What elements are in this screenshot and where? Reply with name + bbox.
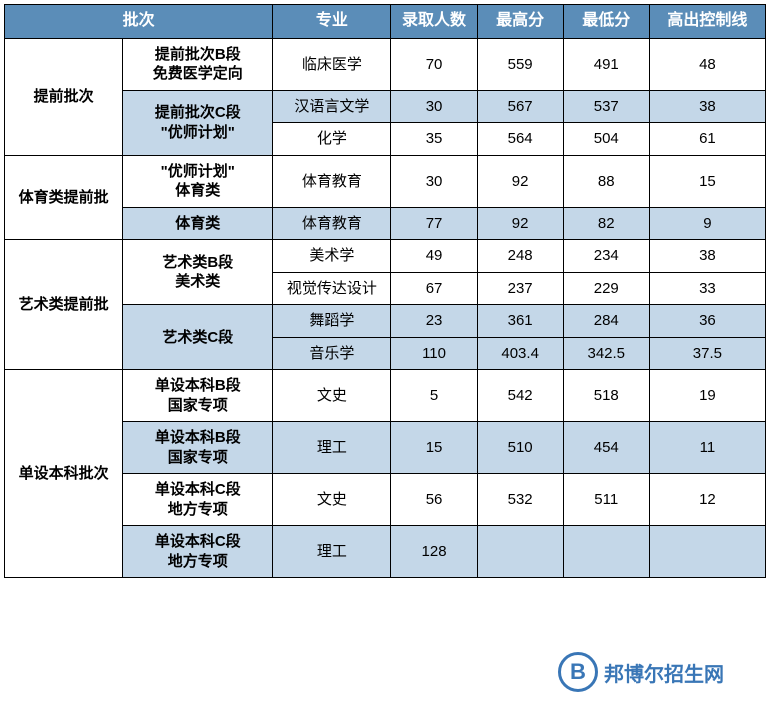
cell-max: 542	[477, 370, 563, 422]
cell-over: 61	[649, 123, 765, 156]
sub-batch-cell: 单设本科B段 国家专项	[123, 422, 273, 474]
table-row: 提前批次提前批次B段 免费医学定向临床医学7055949148	[5, 38, 766, 90]
cell-max: 237	[477, 272, 563, 305]
cell-max: 564	[477, 123, 563, 156]
batch-cell: 体育类提前批	[5, 155, 123, 240]
cell-min: 342.5	[563, 337, 649, 370]
table-row: 单设本科批次单设本科B段 国家专项文史554251819	[5, 370, 766, 422]
cell-min: 504	[563, 123, 649, 156]
cell-over: 12	[649, 474, 765, 526]
sub-batch-cell: 单设本科C段 地方专项	[123, 474, 273, 526]
col-batch: 批次	[5, 5, 273, 39]
cell-over: 33	[649, 272, 765, 305]
cell-major: 视觉传达设计	[273, 272, 391, 305]
batch-cell: 艺术类提前批	[5, 240, 123, 370]
cell-major: 体育教育	[273, 207, 391, 240]
cell-max: 532	[477, 474, 563, 526]
cell-count: 77	[391, 207, 477, 240]
cell-count: 23	[391, 305, 477, 338]
cell-major: 理工	[273, 422, 391, 474]
cell-min: 518	[563, 370, 649, 422]
cell-count: 128	[391, 526, 477, 578]
cell-max: 567	[477, 90, 563, 123]
cell-min: 284	[563, 305, 649, 338]
watermark-badge-icon: B	[558, 652, 598, 692]
watermark-text: 邦博尔招生网	[604, 658, 724, 687]
cell-count: 70	[391, 38, 477, 90]
cell-over: 11	[649, 422, 765, 474]
cell-max: 361	[477, 305, 563, 338]
watermark: B 邦博尔招生网	[558, 652, 724, 692]
header-row: 批次 专业 录取人数 最高分 最低分 高出控制线	[5, 5, 766, 39]
cell-major: 体育教育	[273, 155, 391, 207]
sub-batch-cell: 单设本科B段 国家专项	[123, 370, 273, 422]
cell-major: 文史	[273, 370, 391, 422]
sub-batch-cell: 艺术类B段 美术类	[123, 240, 273, 305]
cell-max: 92	[477, 155, 563, 207]
batch-cell: 提前批次	[5, 38, 123, 155]
table-body: 提前批次提前批次B段 免费医学定向临床医学7055949148提前批次C段 "优…	[5, 38, 766, 578]
sub-batch-cell: 体育类	[123, 207, 273, 240]
cell-min: 537	[563, 90, 649, 123]
cell-min: 88	[563, 155, 649, 207]
cell-major: 音乐学	[273, 337, 391, 370]
cell-major: 文史	[273, 474, 391, 526]
sub-batch-cell: 单设本科C段 地方专项	[123, 526, 273, 578]
cell-count: 30	[391, 90, 477, 123]
cell-min: 511	[563, 474, 649, 526]
sub-batch-cell: 艺术类C段	[123, 305, 273, 370]
cell-major: 临床医学	[273, 38, 391, 90]
cell-major: 汉语言文学	[273, 90, 391, 123]
cell-over: 19	[649, 370, 765, 422]
cell-major: 化学	[273, 123, 391, 156]
cell-major: 舞蹈学	[273, 305, 391, 338]
admissions-table: 批次 专业 录取人数 最高分 最低分 高出控制线 提前批次提前批次B段 免费医学…	[4, 4, 766, 578]
col-major: 专业	[273, 5, 391, 39]
batch-cell: 单设本科批次	[5, 370, 123, 578]
cell-count: 35	[391, 123, 477, 156]
cell-count: 49	[391, 240, 477, 273]
table-row: 艺术类提前批艺术类B段 美术类美术学4924823438	[5, 240, 766, 273]
sub-batch-cell: 提前批次C段 "优师计划"	[123, 90, 273, 155]
cell-count: 56	[391, 474, 477, 526]
col-min: 最低分	[563, 5, 649, 39]
cell-count: 110	[391, 337, 477, 370]
col-count: 录取人数	[391, 5, 477, 39]
cell-max: 510	[477, 422, 563, 474]
cell-over: 9	[649, 207, 765, 240]
cell-count: 30	[391, 155, 477, 207]
sub-batch-cell: "优师计划" 体育类	[123, 155, 273, 207]
cell-min: 229	[563, 272, 649, 305]
cell-over: 15	[649, 155, 765, 207]
sub-batch-cell: 提前批次B段 免费医学定向	[123, 38, 273, 90]
cell-over: 38	[649, 90, 765, 123]
cell-count: 67	[391, 272, 477, 305]
cell-min: 491	[563, 38, 649, 90]
cell-count: 5	[391, 370, 477, 422]
cell-major: 美术学	[273, 240, 391, 273]
cell-over: 48	[649, 38, 765, 90]
cell-max: 403.4	[477, 337, 563, 370]
cell-min: 234	[563, 240, 649, 273]
col-max: 最高分	[477, 5, 563, 39]
cell-count: 15	[391, 422, 477, 474]
cell-over: 37.5	[649, 337, 765, 370]
cell-min	[563, 526, 649, 578]
cell-max: 92	[477, 207, 563, 240]
cell-min: 454	[563, 422, 649, 474]
cell-over: 38	[649, 240, 765, 273]
cell-min: 82	[563, 207, 649, 240]
cell-major: 理工	[273, 526, 391, 578]
cell-max: 248	[477, 240, 563, 273]
cell-over	[649, 526, 765, 578]
col-over: 高出控制线	[649, 5, 765, 39]
table-row: 体育类提前批"优师计划" 体育类体育教育30928815	[5, 155, 766, 207]
cell-max: 559	[477, 38, 563, 90]
cell-max	[477, 526, 563, 578]
cell-over: 36	[649, 305, 765, 338]
